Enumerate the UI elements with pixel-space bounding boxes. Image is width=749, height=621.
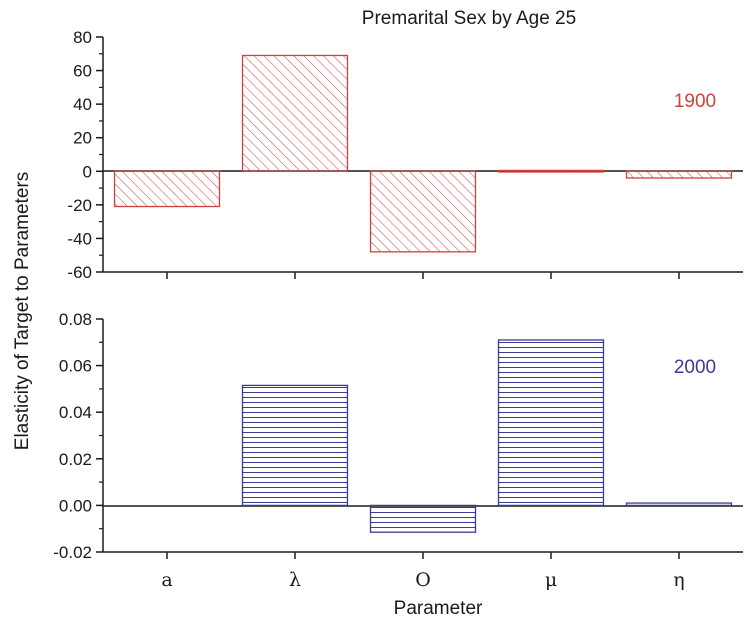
panel-bottom: 0.08 0.06 0.04 0.02 0.00 -0.02 2000 [53,310,743,562]
bar-2000-4 [625,502,733,507]
y-tick-label: 0.04 [59,403,92,422]
y-tick-label: 0.02 [59,450,92,469]
x-tick-label: λ [289,569,301,591]
series-label-1900: 1900 [674,91,716,112]
bar-2000-1 [241,384,349,507]
y-tick-label: 0.00 [59,496,92,515]
y-tick-label: 0.08 [59,310,92,329]
bar-1900-4 [625,170,733,179]
x-tick-label: a [161,569,172,591]
x-tick-label: O [415,569,431,591]
bar-2000-3 [497,339,605,507]
bar-1900-1 [241,54,349,172]
chart-title: Premarital Sex by Age 25 [362,8,576,29]
x-axis-title: Parameter [394,598,483,619]
x-tick-label: η [673,569,684,591]
x-tick-label: μ [545,569,557,591]
y-tick-label: 0.06 [59,357,92,376]
bar-1900-3 [497,169,605,173]
y-axis-title: Elasticity of Target to Parameters [12,172,33,450]
series-label-2000: 2000 [674,357,716,378]
y-tick-label: 20 [73,129,92,148]
y-tick-label: 0 [83,162,92,181]
bar-2000-2 [369,504,477,533]
panel-top: 80 60 40 20 0 -20 -40 -60 1900 [67,28,743,282]
y-tick-label: 80 [73,28,92,47]
y-tick-label: 40 [73,95,92,114]
y-tick-label: -20 [67,196,92,215]
y-tick-label: -0.02 [53,543,92,562]
bar-1900-2 [369,170,477,253]
y-tick-label: -60 [67,263,92,282]
bar-1900-0 [113,170,221,208]
y-tick-label: 60 [73,62,92,81]
y-tick-label: -40 [67,229,92,248]
